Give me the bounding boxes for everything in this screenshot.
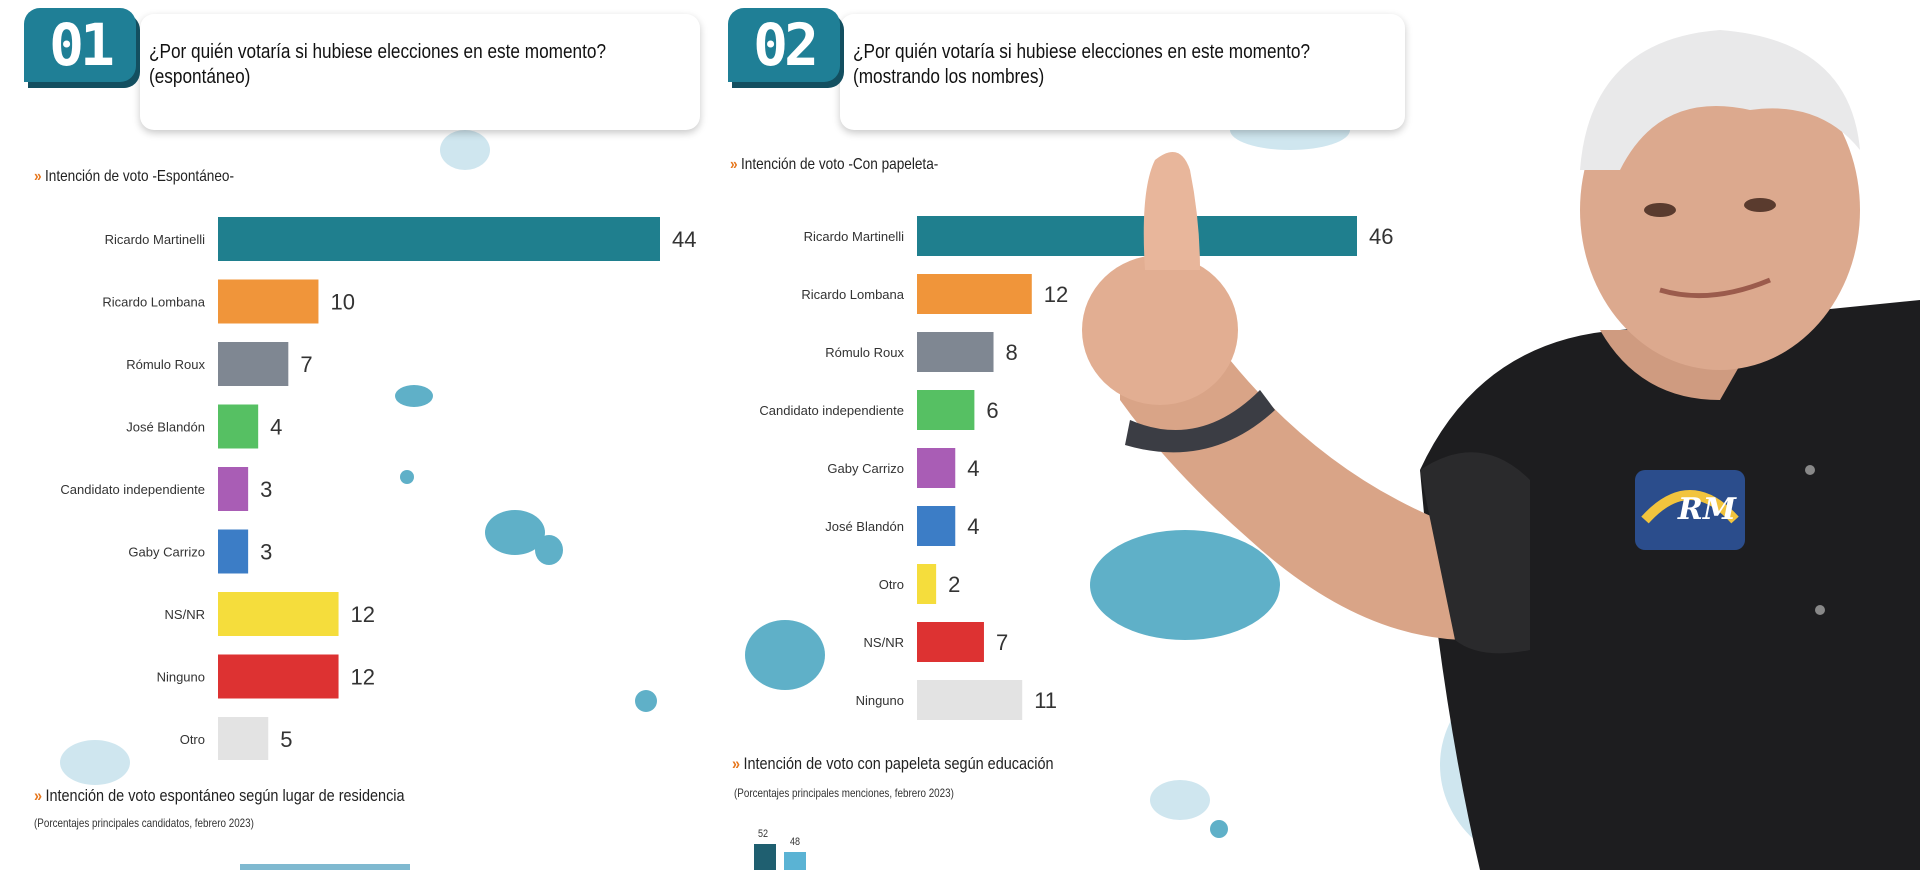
partial-bar-1 <box>754 844 776 870</box>
panel1-number-badge: 01 <box>24 8 136 82</box>
panel2-footer-title: » Intención de voto con papeleta según ed… <box>732 754 1054 774</box>
bar <box>917 390 975 430</box>
bar <box>218 342 289 386</box>
person-thumbs-up-photo <box>1082 30 1920 870</box>
category-label: Rómulo Roux <box>825 345 904 360</box>
partial-bar-2 <box>784 852 806 870</box>
panel1-subtitle-text: Intención de voto -Espontáneo- <box>44 168 234 185</box>
category-label: Ricardo Martinelli <box>105 232 206 247</box>
data-label: 2 <box>948 572 960 597</box>
data-label: 44 <box>672 227 696 252</box>
category-label: Ninguno <box>856 693 904 708</box>
category-label: Gaby Carrizo <box>827 461 904 476</box>
data-label: 3 <box>260 540 272 565</box>
category-label: Ninguno <box>157 670 205 685</box>
panel2-header: 02 ¿Por quién votaría si hubiese eleccio… <box>718 8 1408 138</box>
bar <box>917 332 994 372</box>
category-label: Ricardo Martinelli <box>804 229 905 244</box>
panel1-subtitle: » Intención de voto -Espontáneo- <box>34 168 234 186</box>
panel2-question: ¿Por quién votaría si hubiese elecciones… <box>853 40 1310 90</box>
data-label: 12 <box>1044 282 1068 307</box>
bar <box>917 622 984 662</box>
panel2-subtitle: » Intención de voto -Con papeleta- <box>730 156 938 174</box>
panel2-footer-note: (Porcentajes principales menciones, febr… <box>734 786 954 800</box>
bar <box>218 404 259 449</box>
bar <box>218 279 319 324</box>
bar <box>917 274 1032 314</box>
bar <box>218 592 339 636</box>
partial-value-1: 52 <box>758 828 769 840</box>
data-label: 4 <box>967 514 979 539</box>
panel2-number-badge: 02 <box>728 8 840 82</box>
partial-value-2: 48 <box>790 836 801 848</box>
panel2-question-line2: (mostrando los nombres) <box>853 66 1045 88</box>
data-label: 4 <box>967 456 979 481</box>
category-label: NS/NR <box>864 635 904 650</box>
bar <box>917 216 1357 256</box>
data-label: 4 <box>270 415 282 440</box>
category-label: Candidato independiente <box>759 403 904 418</box>
panel1-question-card <box>140 14 700 130</box>
category-label: NS/NR <box>165 607 205 622</box>
category-label: José Blandón <box>825 519 904 534</box>
data-label: 10 <box>330 290 354 315</box>
data-label: 8 <box>1006 340 1018 365</box>
category-label: José Blandón <box>126 420 205 435</box>
data-label: 5 <box>280 727 292 752</box>
bar <box>218 654 339 699</box>
panel2-subtitle-text: Intención de voto -Con papeleta- <box>740 156 939 173</box>
chevron-right-icon: » <box>34 786 43 805</box>
category-label: Otro <box>879 577 904 592</box>
category-label: Ricardo Lombana <box>801 287 904 302</box>
bar <box>917 448 956 488</box>
panel2-footer-title-text: Intención de voto con papeleta según edu… <box>743 754 1054 773</box>
category-label: Gaby Carrizo <box>128 545 205 560</box>
data-label: 12 <box>351 602 375 627</box>
data-label: 6 <box>986 398 998 423</box>
category-label: Rómulo Roux <box>126 357 205 372</box>
bar <box>917 506 956 546</box>
category-label: Otro <box>180 732 205 747</box>
panel1-footer-title-text: Intención de voto espontáneo según lugar… <box>45 786 405 805</box>
panel1-footer-title: » Intención de voto espontáneo según luga… <box>34 786 405 806</box>
panel1-question-line2: (espontáneo) <box>149 66 251 88</box>
panel1-footer-note: (Porcentajes principales candidatos, feb… <box>34 816 254 830</box>
chevron-right-icon: » <box>732 754 741 773</box>
bar <box>218 467 249 511</box>
bar <box>218 717 269 760</box>
chevron-right-icon: » <box>730 156 738 173</box>
category-label: Candidato independiente <box>60 482 205 497</box>
partial-legend-swatches <box>240 864 410 870</box>
panel1-header: 01 ¿Por quién votaría si hubiese eleccio… <box>14 8 704 138</box>
bar <box>218 529 249 574</box>
panel1-question: ¿Por quién votaría si hubiese elecciones… <box>149 40 606 90</box>
data-label: 7 <box>996 630 1008 655</box>
shirt-logo-text: RM <box>1677 492 1737 527</box>
panel1-question-line1: ¿Por quién votaría si hubiese elecciones… <box>149 41 607 63</box>
data-label: 46 <box>1369 224 1393 249</box>
bar <box>218 217 660 261</box>
data-label: 12 <box>351 665 375 690</box>
chart-spontaneous: Ricardo Martinelli 44 Ricardo Lombana 10 Róm… <box>60 217 696 760</box>
chevron-right-icon: » <box>34 168 42 185</box>
data-label: 11 <box>1034 688 1057 713</box>
panel2-question-card <box>840 14 1405 130</box>
panel2-question-line1: ¿Por quién votaría si hubiese elecciones… <box>853 41 1311 63</box>
data-label: 3 <box>260 477 272 502</box>
category-label: Ricardo Lombana <box>102 295 205 310</box>
bar <box>917 680 1023 720</box>
data-label: 7 <box>300 352 312 377</box>
bar <box>917 564 937 604</box>
